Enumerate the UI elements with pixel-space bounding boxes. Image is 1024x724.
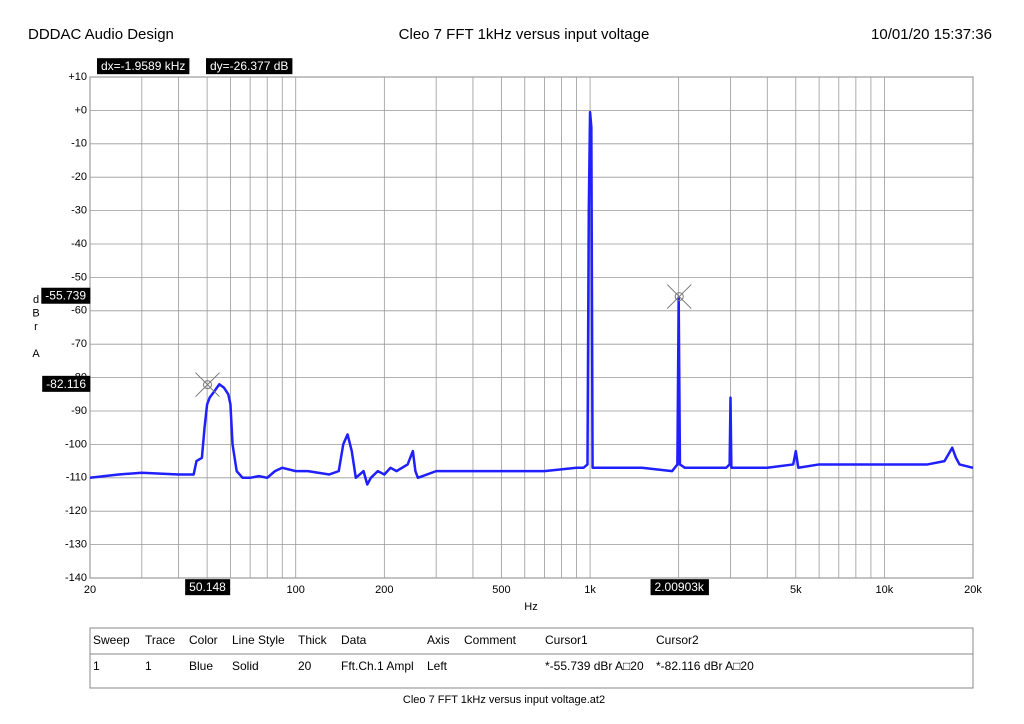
x-tick-label: 5k	[790, 584, 802, 596]
table-cell: Fft.Ch.1 Ampl	[341, 659, 414, 673]
y-tick-label: -90	[71, 405, 87, 417]
x-axis-label: Hz	[524, 601, 537, 613]
table-header: Sweep	[93, 633, 130, 647]
cursor-dx: dx=-1.9589 kHz	[101, 59, 185, 73]
cursor-y-label: -82.116	[46, 377, 86, 391]
y-tick-label: -60	[71, 305, 87, 317]
cursor-x-label: 2.00903k	[655, 580, 705, 594]
header-left: DDDAC Audio Design	[28, 26, 174, 43]
y-tick-label: -10	[71, 138, 87, 150]
x-tick-label: 20k	[964, 584, 982, 596]
data-line	[89, 110, 974, 486]
cursor-x-label: 50.148	[189, 580, 226, 594]
cursor-marker	[195, 372, 220, 398]
y-tick-label: -50	[71, 271, 87, 283]
x-tick-label: 100	[287, 584, 305, 596]
table-header: Data	[341, 633, 367, 647]
y-tick-label: -140	[65, 572, 87, 584]
y-tick-label: -40	[71, 238, 87, 250]
x-tick-label: 1k	[584, 584, 596, 596]
y-tick-label: -110	[66, 472, 87, 484]
x-tick-label: 20	[84, 584, 96, 596]
y-tick-label: -130	[65, 539, 87, 551]
y-tick-label: +10	[68, 71, 87, 83]
y-tick-label: -20	[71, 171, 87, 183]
cursor-dx-box	[97, 58, 190, 75]
table-header: Comment	[464, 633, 517, 647]
cursor-x-label-box	[185, 579, 231, 596]
table-cell: Blue	[189, 659, 213, 673]
footer: Cleo 7 FFT 1kHz versus input voltage.at2	[403, 694, 605, 706]
table-header: Trace	[145, 633, 176, 647]
table-cell: Solid	[232, 659, 259, 673]
x-tick-label: 200	[375, 584, 393, 596]
y-tick-label: -30	[71, 205, 87, 217]
cursor-marker	[666, 284, 692, 309]
cursor-y-label: -55.739	[45, 289, 86, 303]
cursor-dy-box	[206, 58, 293, 75]
plot-area	[89, 76, 974, 579]
table-header: Cursor2	[656, 633, 699, 647]
x-tick-label: 500	[492, 584, 510, 596]
table-frame	[89, 627, 974, 689]
cursor-y-label-box	[41, 287, 91, 304]
chart-title: Cleo 7 FFT 1kHz versus input voltage	[399, 26, 650, 43]
y-tick-label: -100	[65, 438, 87, 450]
y-tick-label: -70	[71, 338, 87, 350]
x-tick-label: 10k	[876, 584, 894, 596]
cursor-y-label-box	[42, 375, 91, 392]
table-cell: 1	[93, 659, 100, 673]
table-header: Thick	[298, 633, 328, 647]
y-tick-label: +0	[74, 104, 87, 116]
table-cell: Left	[427, 659, 448, 673]
table-cell: *-55.739 dBr A□20	[545, 659, 644, 673]
cursor-dy: dy=-26.377 dB	[210, 59, 288, 73]
table-header: Line Style	[232, 633, 285, 647]
table-cell: *-82.116 dBr A□20	[656, 659, 754, 673]
table-header: Axis	[427, 633, 450, 647]
table-cell: 1	[145, 659, 152, 673]
table-header: Cursor1	[545, 633, 588, 647]
header-date: 10/01/20 15:37:36	[871, 26, 992, 43]
table-cell: 20	[298, 659, 312, 673]
table-header: Color	[189, 633, 218, 647]
cursor-x-label-box	[650, 579, 709, 596]
y-tick-label: -120	[65, 505, 87, 517]
